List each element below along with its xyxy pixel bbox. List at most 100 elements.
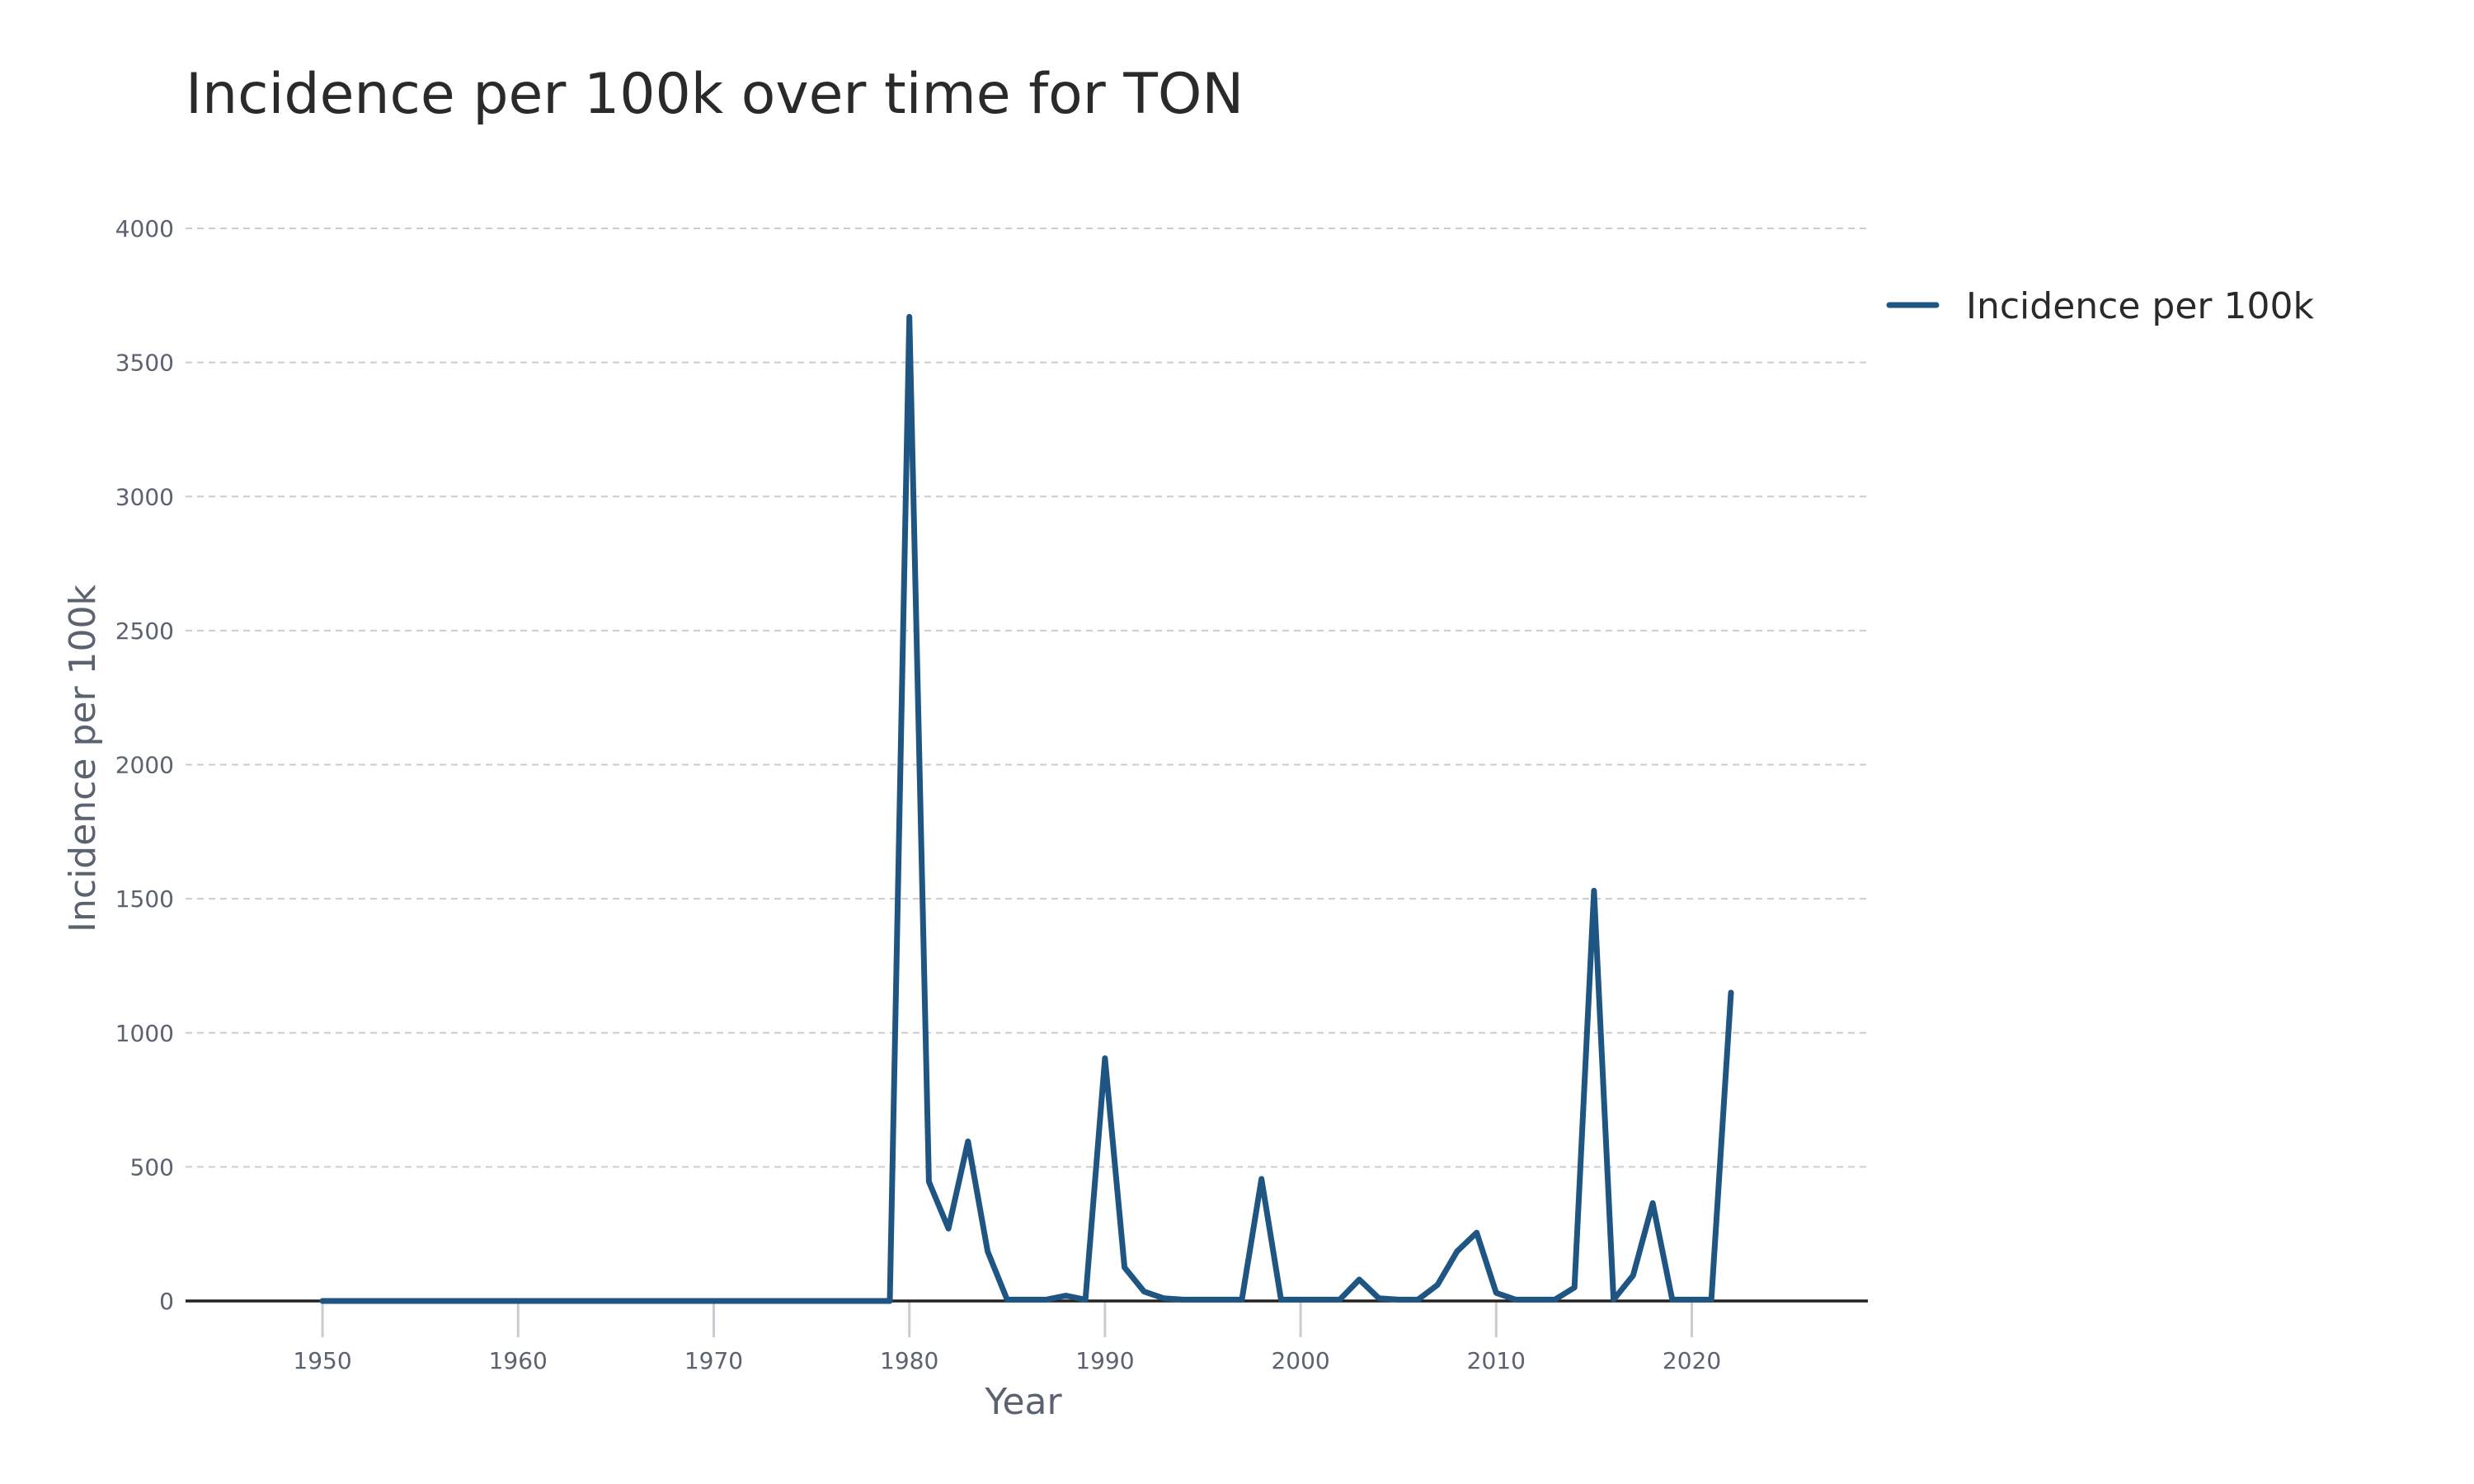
chart-title: Incidence per 100k over time for TON [186,62,1244,127]
data-point [613,1298,618,1303]
series-line [319,313,1734,1304]
legend-item-label: Incidence per 100k [1966,285,2314,327]
y-axis-title: Incidence per 100k [62,585,104,932]
y-tick-label: 3000 [115,483,174,510]
data-point [1083,1297,1089,1303]
data-point [926,1179,932,1185]
data-point [809,1298,815,1303]
x-tick-label: 2020 [1663,1347,1721,1374]
data-point [1729,990,1733,995]
data-point [1122,1265,1127,1270]
data-point [437,1298,443,1303]
data-point [476,1298,482,1303]
y-tick-label: 1500 [115,885,174,913]
data-point [1180,1297,1186,1303]
x-tick-label: 1950 [293,1347,351,1374]
data-point [1709,1297,1714,1303]
legend[interactable]: Incidence per 100k [1886,285,2314,327]
data-point [1317,1297,1323,1303]
data-point [1239,1297,1244,1303]
x-axis-tick-labels: 1950 1960 1970 1980 1990 2000 2010 2020 [293,1347,1721,1374]
y-tick-label: 0 [159,1288,174,1315]
data-point [887,1298,892,1303]
data-point [691,1298,697,1303]
data-point [1689,1297,1695,1303]
data-point [946,1226,952,1232]
data-point [1572,1284,1578,1290]
data-point [397,1298,403,1303]
data-point [848,1298,854,1303]
y-tick-label: 500 [130,1153,174,1181]
x-tick-label: 1970 [684,1347,743,1374]
data-point [457,1298,463,1303]
data-point [339,1298,345,1303]
y-tick-label: 3500 [115,350,174,377]
data-point [789,1298,795,1303]
data-point [1552,1297,1558,1303]
data-point [417,1298,423,1303]
x-tick-label: 1960 [489,1347,548,1374]
data-point [906,314,912,320]
data-point [1220,1297,1225,1303]
x-tick-label: 2000 [1271,1347,1329,1374]
data-point [1454,1248,1460,1254]
data-point [1669,1297,1675,1303]
data-point [1161,1295,1166,1301]
data-point [672,1298,677,1303]
y-tick-label: 4000 [115,215,174,242]
x-tick-label: 2010 [1467,1347,1526,1374]
gridlines [186,228,1868,1168]
data-point [496,1298,501,1303]
data-points [320,314,1733,1303]
data-point [1532,1297,1538,1303]
data-point [379,1298,384,1303]
data-point [731,1298,736,1303]
data-point [554,1298,560,1303]
x-axis-tick-marks [321,1301,1694,1337]
data-point [1395,1297,1401,1303]
data-point [1630,1273,1636,1279]
data-point [868,1298,873,1303]
x-tick-label: 1990 [1075,1347,1134,1374]
x-axis-title: Year [984,1381,1062,1423]
data-point [1102,1055,1108,1061]
data-point [1650,1200,1656,1206]
data-point [1513,1297,1518,1303]
data-point [965,1139,971,1144]
data-point [1357,1277,1362,1282]
data-point [594,1298,600,1303]
data-point [1591,888,1597,894]
data-point [1611,1297,1616,1303]
data-point [1004,1297,1010,1303]
data-point [1435,1282,1441,1288]
data-point [1141,1289,1147,1294]
data-point [535,1298,540,1303]
data-point [1024,1297,1029,1303]
data-point [1063,1293,1069,1298]
data-point [711,1298,717,1303]
data-point [1337,1297,1343,1303]
data-point [633,1298,638,1303]
data-point [1474,1230,1479,1236]
data-point [1200,1297,1206,1303]
data-point [1493,1290,1499,1296]
x-tick-label: 1980 [880,1347,938,1374]
data-point [1298,1297,1304,1303]
data-point [574,1298,580,1303]
data-point [1415,1297,1421,1303]
data-point [1258,1176,1264,1181]
data-point [515,1298,521,1303]
data-point [828,1298,834,1303]
data-point [652,1298,658,1303]
data-point [750,1298,755,1303]
y-tick-label: 2000 [115,752,174,779]
series-layer [319,313,1734,1304]
data-point [320,1298,325,1303]
y-tick-label: 1000 [115,1020,174,1047]
data-point [1376,1295,1381,1301]
y-axis-tick-labels: 0 500 1000 1500 2000 2500 3000 3500 4000 [115,215,174,1315]
data-point [1278,1297,1284,1303]
data-point [985,1248,990,1254]
y-tick-label: 2500 [115,618,174,645]
